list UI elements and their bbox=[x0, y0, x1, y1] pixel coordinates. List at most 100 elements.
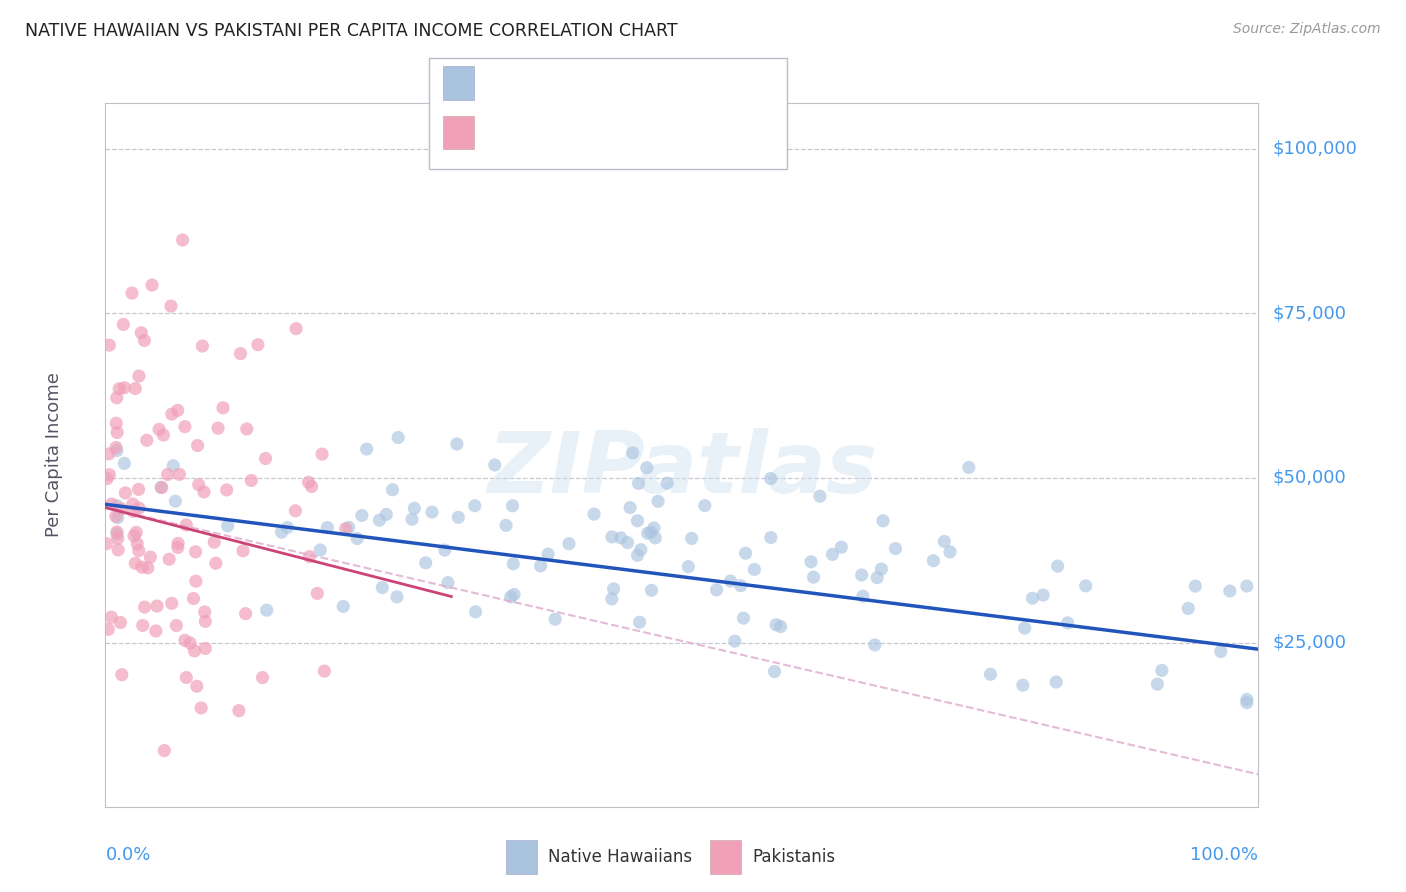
Point bbox=[105, 443, 128, 458]
Point bbox=[128, 543, 150, 558]
Text: R =: R = bbox=[485, 123, 522, 142]
Text: Pakistanis: Pakistanis bbox=[752, 848, 835, 866]
Point bbox=[1032, 588, 1054, 602]
Point bbox=[145, 624, 167, 638]
Point bbox=[110, 501, 132, 516]
Text: R =: R = bbox=[485, 74, 522, 93]
Point bbox=[420, 505, 443, 519]
Point bbox=[98, 467, 121, 482]
Point bbox=[628, 615, 651, 630]
Point bbox=[626, 549, 648, 563]
Point bbox=[235, 607, 257, 621]
Point bbox=[229, 346, 252, 360]
Point bbox=[166, 541, 188, 555]
Point bbox=[884, 541, 907, 556]
Point bbox=[202, 535, 225, 549]
Text: $75,000: $75,000 bbox=[1272, 304, 1346, 322]
Point bbox=[297, 475, 319, 490]
Point bbox=[385, 590, 408, 604]
Point bbox=[922, 554, 945, 568]
Point bbox=[821, 547, 844, 561]
Point bbox=[187, 438, 209, 452]
Point bbox=[437, 575, 460, 590]
Point bbox=[232, 544, 254, 558]
Point bbox=[621, 446, 644, 460]
Point bbox=[537, 547, 560, 561]
Point bbox=[97, 622, 120, 636]
Point bbox=[1184, 579, 1206, 593]
Point bbox=[371, 581, 394, 595]
Point bbox=[98, 338, 121, 352]
Point bbox=[134, 334, 156, 348]
Point bbox=[637, 526, 659, 541]
Point bbox=[803, 570, 825, 584]
Point bbox=[107, 542, 129, 557]
Point bbox=[934, 534, 956, 549]
Point bbox=[640, 524, 662, 539]
Point bbox=[957, 460, 980, 475]
Point bbox=[307, 586, 329, 600]
Point bbox=[97, 447, 120, 461]
Text: $25,000: $25,000 bbox=[1272, 633, 1346, 652]
Point bbox=[205, 556, 228, 570]
Point bbox=[600, 591, 623, 606]
Text: 115: 115 bbox=[650, 74, 685, 93]
Point bbox=[105, 441, 128, 455]
Point bbox=[311, 447, 333, 461]
Point bbox=[217, 518, 239, 533]
Point bbox=[301, 479, 323, 493]
Point bbox=[270, 525, 292, 540]
Point bbox=[1045, 675, 1067, 690]
Point bbox=[112, 381, 135, 395]
Point bbox=[800, 555, 823, 569]
Point bbox=[643, 521, 665, 535]
Point bbox=[131, 560, 153, 574]
Point bbox=[112, 456, 135, 470]
Text: 0.0%: 0.0% bbox=[105, 846, 150, 864]
Text: $100,000: $100,000 bbox=[1272, 140, 1357, 158]
Point bbox=[759, 472, 782, 486]
Point bbox=[105, 425, 128, 440]
Point bbox=[276, 520, 298, 534]
Point bbox=[681, 532, 703, 546]
Point bbox=[1177, 601, 1199, 615]
Point bbox=[132, 618, 155, 632]
Point bbox=[808, 489, 831, 503]
Point bbox=[600, 530, 623, 544]
Point bbox=[254, 451, 277, 466]
Point bbox=[160, 299, 183, 313]
Point bbox=[647, 494, 669, 508]
Point bbox=[172, 233, 194, 247]
Point bbox=[619, 500, 641, 515]
Point bbox=[240, 474, 263, 488]
Point bbox=[765, 617, 787, 632]
Point bbox=[502, 557, 524, 571]
Point bbox=[852, 589, 875, 603]
Point bbox=[1021, 591, 1043, 606]
Point bbox=[979, 667, 1001, 681]
Point bbox=[156, 467, 179, 482]
Point bbox=[187, 477, 209, 491]
Point bbox=[246, 337, 269, 351]
Point bbox=[105, 416, 128, 430]
Point bbox=[105, 524, 128, 539]
Text: Per Capita Income: Per Capita Income bbox=[45, 373, 63, 537]
Point bbox=[1074, 579, 1097, 593]
Text: -0.578: -0.578 bbox=[531, 74, 591, 93]
Point bbox=[121, 497, 143, 511]
Point bbox=[135, 434, 157, 448]
Point bbox=[125, 525, 148, 540]
Point bbox=[191, 339, 214, 353]
Point bbox=[1014, 621, 1036, 635]
Point bbox=[1236, 692, 1258, 706]
Text: Source: ZipAtlas.com: Source: ZipAtlas.com bbox=[1233, 22, 1381, 37]
Point bbox=[256, 603, 278, 617]
Point bbox=[387, 430, 409, 444]
Point bbox=[464, 605, 486, 619]
Point bbox=[96, 472, 118, 486]
Point bbox=[544, 612, 567, 626]
Point bbox=[107, 532, 129, 546]
Point bbox=[375, 508, 398, 522]
Point bbox=[657, 476, 679, 491]
Point bbox=[111, 667, 134, 681]
